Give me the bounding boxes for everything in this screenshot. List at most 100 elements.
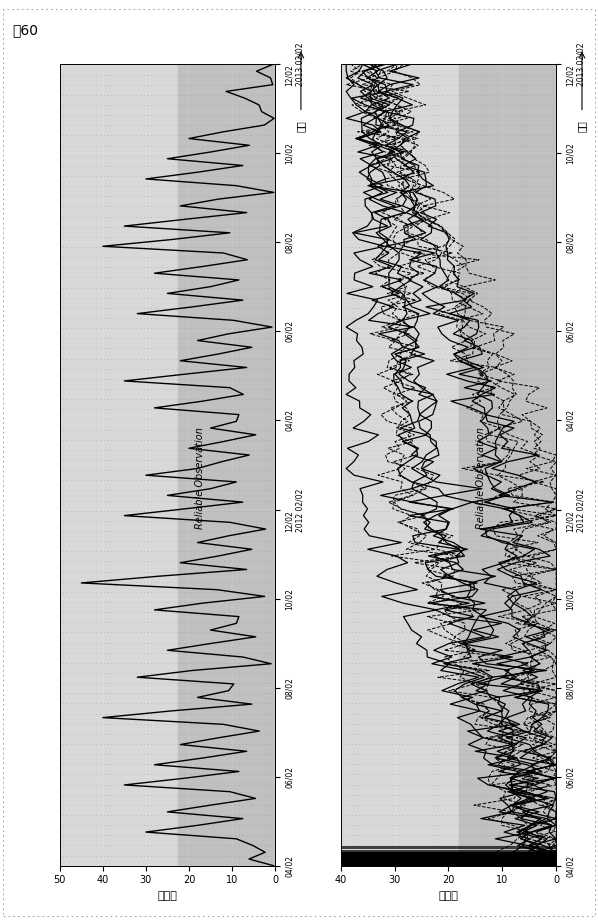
Point: [402, 219, 411, 234]
Point: [81, 402, 90, 416]
Point: [496, 625, 506, 640]
Point: [496, 848, 506, 863]
Point: [179, 666, 188, 681]
Point: [340, 371, 349, 386]
Point: [135, 260, 145, 274]
Point: [471, 422, 481, 437]
Point: [449, 514, 459, 529]
Point: [172, 179, 181, 193]
Point: [102, 514, 112, 529]
Point: [343, 371, 353, 386]
Point: [168, 412, 178, 426]
Point: [508, 494, 517, 508]
Point: [267, 87, 276, 102]
Point: [84, 402, 94, 416]
Point: [256, 544, 266, 559]
Point: [62, 280, 72, 295]
Point: [81, 250, 90, 264]
Point: [515, 290, 524, 305]
Point: [537, 250, 547, 264]
Point: [409, 554, 419, 569]
Point: [468, 514, 477, 529]
Point: [248, 351, 258, 366]
Point: [460, 331, 469, 345]
Point: [252, 706, 261, 721]
Point: [395, 605, 404, 620]
Point: [164, 452, 174, 467]
Point: [522, 179, 532, 193]
Point: [59, 412, 68, 426]
Point: [150, 321, 160, 335]
Point: [55, 848, 65, 863]
Point: [544, 300, 554, 315]
Point: [428, 310, 437, 325]
Point: [464, 656, 474, 670]
Point: [147, 625, 156, 640]
Point: [395, 209, 404, 224]
Point: [168, 747, 178, 762]
Point: [456, 250, 466, 264]
Point: [241, 787, 251, 802]
Point: [161, 239, 170, 254]
Point: [230, 484, 240, 498]
Point: [340, 828, 349, 843]
Point: [172, 737, 181, 752]
Point: [409, 361, 419, 376]
Point: [267, 209, 276, 224]
Point: [453, 554, 462, 569]
Point: [205, 442, 214, 457]
Point: [464, 77, 474, 92]
Point: [66, 676, 75, 691]
Point: [183, 828, 193, 843]
Point: [395, 138, 404, 153]
Point: [471, 128, 481, 143]
Point: [183, 818, 193, 833]
Point: [157, 646, 167, 660]
Point: [522, 209, 532, 224]
Point: [416, 544, 426, 559]
Point: [260, 625, 269, 640]
Point: [241, 737, 251, 752]
Point: [208, 828, 218, 843]
Point: [59, 371, 68, 386]
Point: [504, 158, 514, 173]
Point: [106, 432, 115, 447]
Point: [541, 179, 550, 193]
Point: [373, 260, 382, 274]
Point: [106, 452, 115, 467]
Point: [365, 625, 375, 640]
Point: [544, 767, 554, 782]
Point: [398, 463, 408, 478]
Point: [362, 575, 371, 589]
Point: [435, 787, 444, 802]
Point: [227, 838, 236, 853]
Point: [391, 767, 401, 782]
Point: [208, 838, 218, 853]
Point: [471, 787, 481, 802]
Point: [496, 595, 506, 610]
Point: [544, 544, 554, 559]
Point: [230, 666, 240, 681]
Point: [205, 300, 214, 315]
Point: [460, 148, 469, 163]
Point: [464, 706, 474, 721]
Point: [471, 737, 481, 752]
Point: [194, 717, 203, 731]
Point: [208, 442, 218, 457]
Point: [468, 696, 477, 711]
Point: [380, 504, 389, 519]
Point: [194, 666, 203, 681]
Point: [62, 737, 72, 752]
Point: [263, 585, 273, 600]
Point: [350, 615, 360, 630]
Point: [234, 209, 243, 224]
Point: [413, 585, 422, 600]
Point: [69, 209, 79, 224]
Point: [486, 138, 495, 153]
Point: [482, 270, 492, 285]
Point: [541, 706, 550, 721]
Point: [84, 706, 94, 721]
Point: [544, 848, 554, 863]
Point: [358, 199, 368, 214]
Point: [157, 128, 167, 143]
